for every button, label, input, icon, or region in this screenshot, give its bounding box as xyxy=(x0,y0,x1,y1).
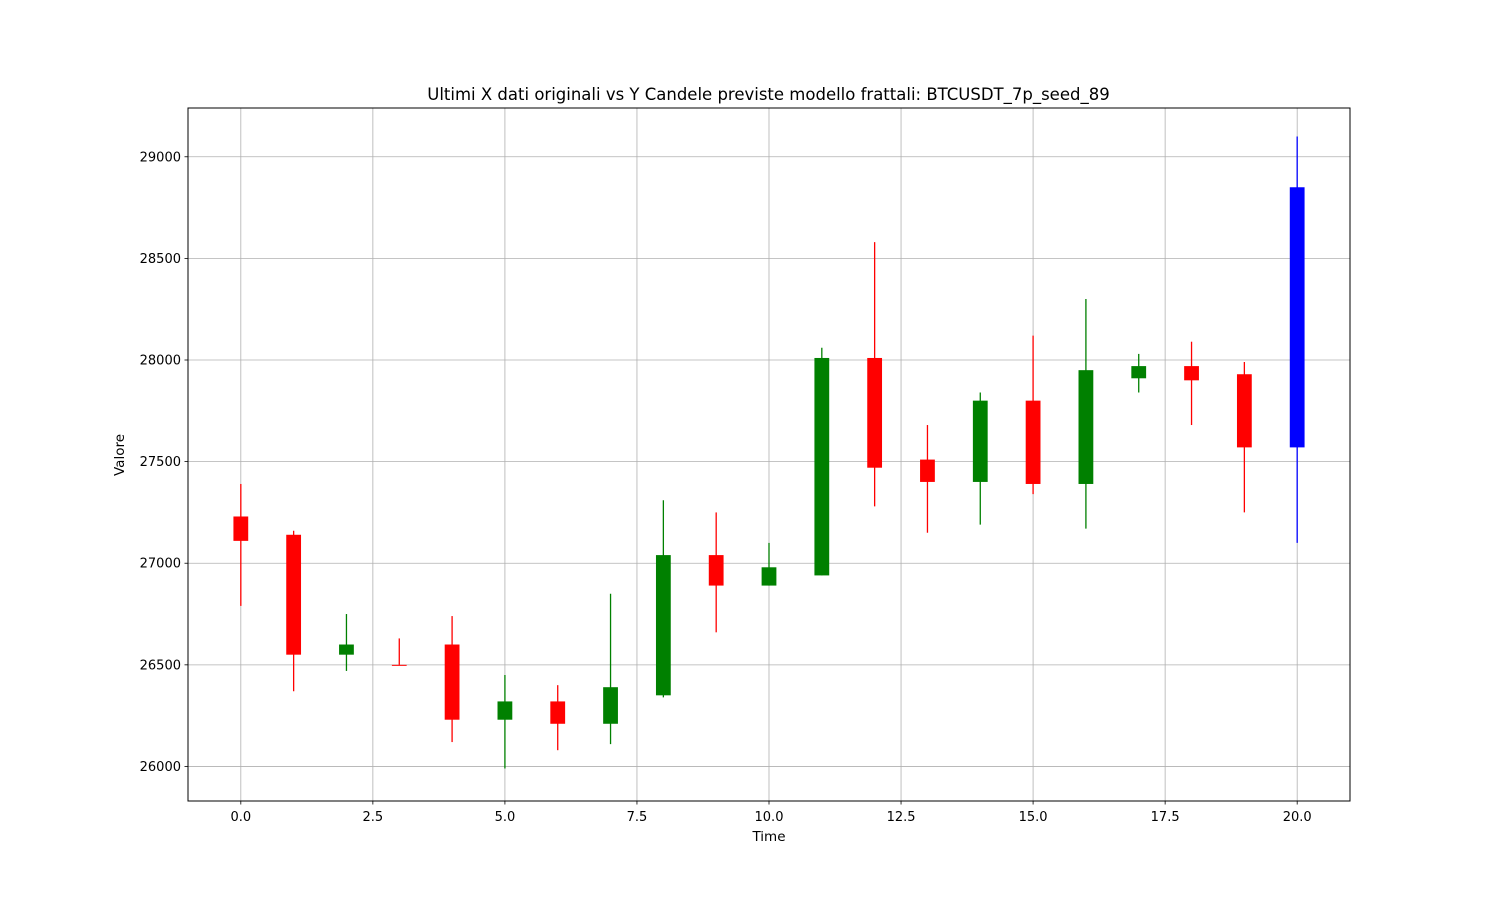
candle-body xyxy=(233,516,249,541)
candle xyxy=(814,347,830,576)
candle xyxy=(920,425,935,533)
x-tick-label: 5.0 xyxy=(495,810,516,825)
candle-body xyxy=(920,459,935,482)
chart-title: Ultimi X dati originali vs Y Candele pre… xyxy=(427,85,1109,105)
candle xyxy=(1184,341,1199,426)
candle xyxy=(1289,136,1305,543)
candle xyxy=(497,675,513,769)
x-axis-ticks: 0.0 2.5 5.0 7.5 10.0 12.5 15.0 17.5 20.0 xyxy=(230,801,1312,825)
x-tick-label: 0.0 xyxy=(230,810,251,825)
candle xyxy=(1236,362,1252,513)
candle xyxy=(339,614,354,671)
x-tick-label: 2.5 xyxy=(363,810,384,825)
candles xyxy=(233,136,1305,769)
candle-body xyxy=(761,567,777,586)
candle xyxy=(1025,335,1041,495)
candle-body xyxy=(972,400,988,482)
y-tick-label: 29000 xyxy=(140,150,181,165)
candle-body xyxy=(1236,374,1252,448)
x-tick-label: 10.0 xyxy=(755,810,784,825)
y-tick-label: 26000 xyxy=(140,760,181,775)
x-tick-label: 12.5 xyxy=(887,810,916,825)
candle-body xyxy=(286,534,302,655)
candle xyxy=(761,542,777,586)
candle xyxy=(233,483,249,606)
candle-body xyxy=(1184,366,1199,381)
candle xyxy=(1078,299,1094,529)
y-axis-title: Valore xyxy=(112,434,128,476)
candle-body xyxy=(867,357,883,468)
candle xyxy=(603,593,618,745)
candle-body xyxy=(444,644,460,720)
candle-body xyxy=(1131,366,1147,379)
x-axis-title: Time xyxy=(751,829,785,845)
candle-body xyxy=(708,555,724,586)
candle xyxy=(655,500,671,698)
candle-body xyxy=(1078,370,1094,484)
candle xyxy=(550,685,566,751)
x-tick-label: 7.5 xyxy=(627,810,648,825)
y-tick-label: 26500 xyxy=(140,658,181,673)
x-tick-label: 17.5 xyxy=(1151,810,1180,825)
y-axis-ticks: 26000 26500 27000 27500 28000 28500 29000 xyxy=(140,150,188,775)
candle-body xyxy=(1289,187,1305,448)
candle xyxy=(286,530,302,692)
candle xyxy=(444,616,460,743)
candle xyxy=(391,638,407,666)
candle xyxy=(867,242,883,507)
x-tick-label: 15.0 xyxy=(1019,810,1048,825)
y-tick-label: 28500 xyxy=(140,252,181,267)
candle-body xyxy=(603,687,618,724)
x-tick-label: 20.0 xyxy=(1283,810,1312,825)
grid-lines xyxy=(188,108,1350,801)
candle-body xyxy=(391,664,407,666)
y-tick-label: 27500 xyxy=(140,455,181,470)
candle xyxy=(1131,353,1147,393)
y-tick-label: 27000 xyxy=(140,557,181,572)
candle-body xyxy=(655,555,671,696)
candle-body xyxy=(1025,400,1041,484)
candle xyxy=(972,392,988,525)
candle-body xyxy=(550,701,566,724)
candle xyxy=(708,512,724,633)
candle-body xyxy=(814,357,830,576)
candle-body xyxy=(339,644,354,655)
candle-body xyxy=(497,701,513,720)
y-tick-label: 28000 xyxy=(140,354,181,369)
